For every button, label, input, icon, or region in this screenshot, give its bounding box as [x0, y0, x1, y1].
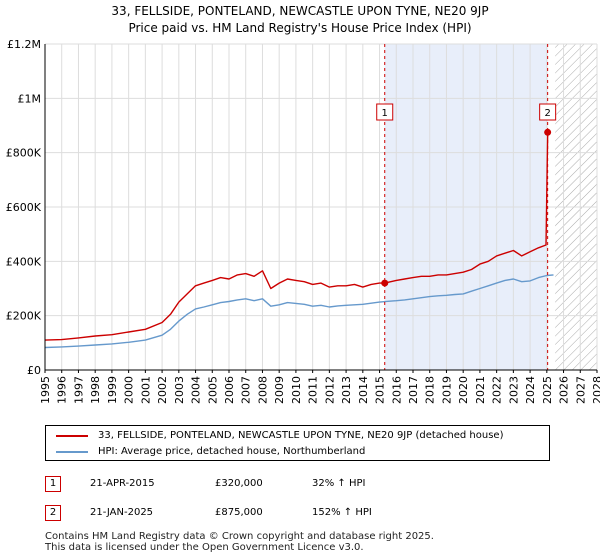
x-tick-label: 2000 [123, 376, 136, 404]
sale-badge-1: 1 [45, 476, 61, 492]
sale-number-box [376, 103, 394, 121]
footer-licence: This data is licensed under the Open Gov… [45, 542, 364, 553]
sale-row-1: 1 21-APR-2015 £320,000 32% ↑ HPI [0, 476, 600, 496]
sale-number-box [539, 103, 557, 121]
x-tick-label: 1998 [89, 376, 102, 404]
x-tick-label: 2010 [290, 376, 303, 404]
sale-number-label: 1 [382, 108, 388, 119]
legend-swatch-property [56, 434, 88, 437]
x-tick-label: 2016 [390, 376, 403, 404]
sale-date-1: 21-APR-2015 [90, 478, 155, 489]
x-tick-label: 2013 [340, 376, 353, 404]
y-tick-label: £600K [6, 201, 42, 214]
x-tick-label: 2027 [574, 376, 587, 404]
chart-title: 33, FELLSIDE, PONTELAND, NEWCASTLE UPON … [111, 4, 489, 18]
x-tick-label: 2006 [223, 376, 236, 404]
chart-subtitle: Price paid vs. HM Land Registry's House … [128, 21, 472, 35]
x-tick-label: 2024 [524, 376, 537, 404]
x-tick-label: 2015 [374, 376, 387, 404]
y-tick-label: £0 [27, 364, 41, 377]
sale-badge-2: 2 [45, 505, 61, 521]
y-tick-label: £1M [18, 92, 42, 105]
x-tick-label: 2012 [323, 376, 336, 404]
x-tick-label: 1996 [56, 376, 69, 404]
x-tick-label: 2022 [491, 376, 504, 404]
x-tick-label: 2026 [558, 376, 571, 404]
x-tick-label: 1999 [106, 376, 119, 404]
property-price-line [44, 132, 549, 341]
price-chart: 1 2 £0 £200K £400K £600K £800K £1M £1.2M 1995 199… [6, 38, 600, 404]
x-tick-label: 2003 [173, 376, 186, 404]
legend-swatch-hpi [56, 450, 88, 453]
x-tick-label: 2009 [273, 376, 286, 404]
x-tick-label: 2014 [357, 376, 370, 404]
y-tick-label: £200K [6, 310, 42, 323]
x-tick-label: 1997 [72, 376, 85, 404]
sale-point [381, 279, 389, 287]
x-tick-label: 2017 [407, 376, 420, 404]
x-tick-label: 2028 [591, 376, 600, 404]
footer-copyright: Contains HM Land Registry data © Crown c… [45, 531, 434, 542]
y-tick-label: £1.2M [7, 38, 41, 51]
legend-label-property: 33, FELLSIDE, PONTELAND, NEWCASTLE UPON … [98, 430, 504, 441]
x-tick-label: 2002 [156, 376, 169, 404]
sale-number-label: 2 [544, 108, 550, 119]
x-tick-label: 2021 [474, 376, 487, 404]
legend-item-hpi: HPI: Average price, detached house, Nort… [56, 446, 365, 457]
x-tick-label: 2004 [190, 376, 203, 404]
x-tick-label: 2023 [507, 376, 520, 404]
x-tick-label: 2019 [440, 376, 453, 404]
x-tick-label: 2007 [240, 376, 253, 404]
x-tick-label: 2001 [139, 376, 152, 404]
sale-hpi-1: 32% ↑ HPI [312, 478, 366, 489]
x-tick-label: 2008 [256, 376, 269, 404]
hpi-line [44, 274, 554, 349]
legend: 33, FELLSIDE, PONTELAND, NEWCASTLE UPON … [45, 425, 550, 461]
sale-hpi-2: 152% ↑ HPI [312, 507, 372, 518]
x-tick-label: 2011 [307, 376, 320, 404]
x-tick-label: 2025 [541, 376, 554, 404]
sale-point [544, 128, 552, 136]
sale-row-2: 2 21-JAN-2025 £875,000 152% ↑ HPI [0, 505, 600, 525]
y-tick-label: £800K [6, 147, 42, 160]
x-tick-label: 1995 [39, 376, 52, 404]
sale-price-1: £320,000 [215, 478, 263, 489]
legend-item-property: 33, FELLSIDE, PONTELAND, NEWCASTLE UPON … [56, 430, 504, 441]
x-tick-label: 2018 [424, 376, 437, 404]
x-tick-label: 2005 [206, 376, 219, 404]
x-tick-label: 2020 [457, 376, 470, 404]
legend-label-hpi: HPI: Average price, detached house, Nort… [98, 446, 366, 457]
y-tick-label: £400K [6, 255, 42, 268]
sale-price-2: £875,000 [215, 507, 263, 518]
sale-date-2: 21-JAN-2025 [90, 507, 154, 518]
